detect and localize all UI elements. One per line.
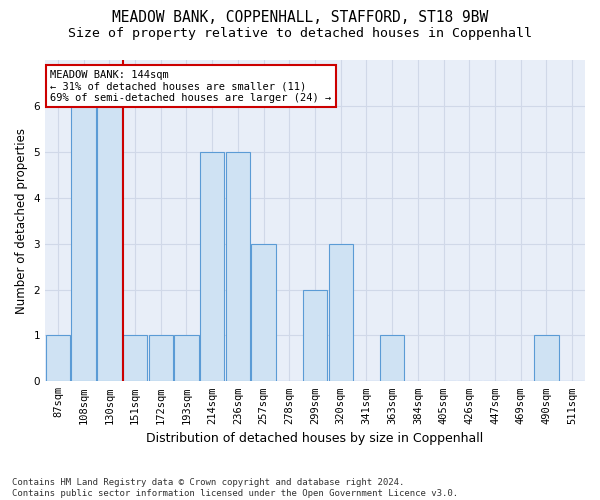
Bar [329,244,353,382]
Text: Contains HM Land Registry data © Crown copyright and database right 2024.
Contai: Contains HM Land Registry data © Crown c… [12,478,458,498]
Bar [534,336,559,382]
Bar [149,336,173,382]
Bar [174,336,199,382]
Bar [123,336,147,382]
Text: Size of property relative to detached houses in Coppenhall: Size of property relative to detached ho… [68,28,532,40]
Text: MEADOW BANK, COPPENHALL, STAFFORD, ST18 9BW: MEADOW BANK, COPPENHALL, STAFFORD, ST18 … [112,10,488,25]
Bar [303,290,327,382]
Bar [71,106,96,382]
Bar [380,336,404,382]
Bar [251,244,276,382]
Bar [97,106,122,382]
Bar [226,152,250,382]
X-axis label: Distribution of detached houses by size in Coppenhall: Distribution of detached houses by size … [146,432,484,445]
Bar [200,152,224,382]
Y-axis label: Number of detached properties: Number of detached properties [15,128,28,314]
Bar [46,336,70,382]
Text: MEADOW BANK: 144sqm
← 31% of detached houses are smaller (11)
69% of semi-detach: MEADOW BANK: 144sqm ← 31% of detached ho… [50,70,332,103]
